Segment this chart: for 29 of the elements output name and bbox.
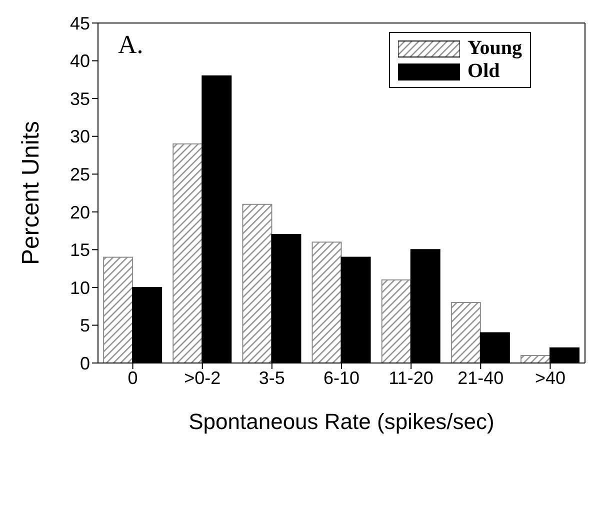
legend-label: Old — [468, 60, 500, 83]
y-tick-label: 0 — [80, 353, 90, 374]
y-tick-label: 30 — [70, 126, 90, 147]
y-tick-label: 5 — [80, 316, 90, 336]
bar — [312, 242, 342, 363]
bar — [381, 279, 412, 363]
bar — [520, 354, 550, 363]
y-tick-label: 10 — [70, 278, 90, 298]
annotation: A. — [118, 30, 144, 60]
legend-label: Young — [468, 37, 522, 60]
x-tick-label: 11-20 — [388, 368, 434, 388]
x-tick-label: 3-5 — [258, 368, 285, 388]
y-tick-label: 25 — [70, 164, 90, 184]
x-tick-label: 6-10 — [323, 368, 360, 388]
y-axis-title: Percent Units — [18, 120, 45, 266]
bar — [450, 302, 481, 363]
x-tick-label: >40 — [534, 368, 566, 388]
x-tick-label: 0 — [128, 368, 138, 388]
y-tick-label: 40 — [70, 51, 90, 72]
y-tick-label: 35 — [70, 88, 90, 109]
y-tick-label: 20 — [70, 202, 90, 222]
bar — [172, 143, 203, 363]
bar — [103, 256, 134, 363]
bar — [242, 204, 272, 363]
x-tick-label: >0-2 — [184, 368, 221, 388]
x-tick-label: 21-40 — [458, 368, 504, 388]
y-tick-label: 15 — [70, 240, 90, 260]
y-tick-label: 45 — [70, 13, 90, 34]
x-axis-title: Spontaneous Rate (spikes/sec) — [188, 409, 494, 434]
